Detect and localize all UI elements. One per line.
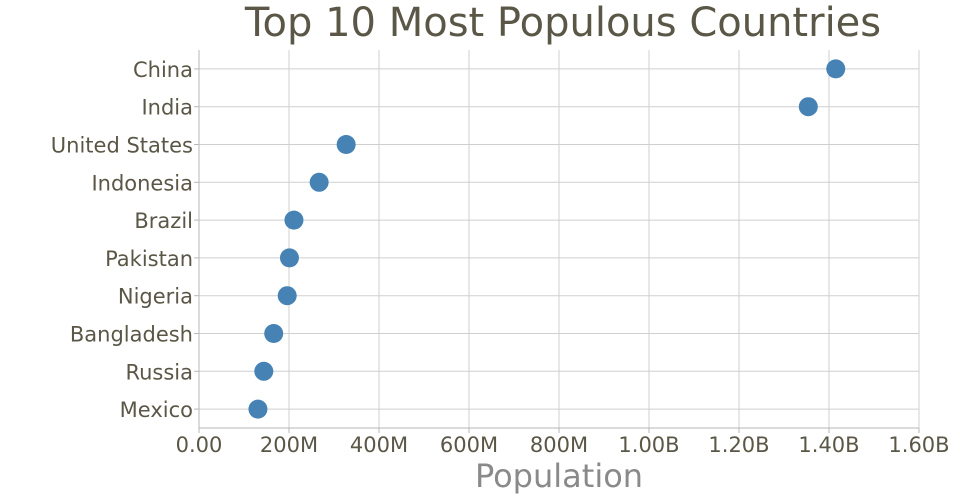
x-tick-label: 600M <box>440 433 498 457</box>
x-tick-label: 1.20B <box>708 433 769 457</box>
data-point <box>336 135 356 154</box>
x-axis-title: Population <box>475 457 643 495</box>
data-point <box>309 172 329 192</box>
y-tick-label: Mexico <box>120 398 193 422</box>
y-tick-label: Bangladesh <box>70 323 193 347</box>
y-tick-label: India <box>141 96 193 120</box>
data-point <box>248 399 268 419</box>
x-tick-label: 1.60B <box>888 433 949 457</box>
y-tick-label: Brazil <box>134 209 193 233</box>
y-tick-labels: China India United States Indonesia Brazil Pa… <box>51 58 193 422</box>
x-tick-label: 1.00B <box>618 433 679 457</box>
axes <box>194 50 920 433</box>
data-point <box>798 97 818 117</box>
y-tick-label: China <box>133 58 193 82</box>
data-points <box>248 59 846 419</box>
y-tick-label: Pakistan <box>105 247 193 271</box>
data-point <box>277 286 297 306</box>
data-point <box>264 324 284 343</box>
y-tick-label: Russia <box>125 360 193 384</box>
data-point <box>254 361 274 381</box>
chart-title: Top 10 Most Populous Countries <box>244 0 881 46</box>
gridlines <box>198 50 920 428</box>
y-tick-label: United States <box>51 134 193 158</box>
x-tick-label: 200M <box>260 433 318 457</box>
data-point <box>279 248 299 268</box>
data-point <box>826 59 846 79</box>
x-tick-label: 1.40B <box>798 433 859 457</box>
y-tick-label: Nigeria <box>118 285 193 309</box>
x-tick-label: 800M <box>530 433 588 457</box>
data-point <box>284 210 304 230</box>
y-tick-label: Indonesia <box>91 171 193 195</box>
x-tick-label: 0.00 <box>176 433 223 457</box>
x-tick-label: 400M <box>350 433 408 457</box>
x-tick-labels: 0.00 200M 400M 600M 800M 1.00B 1.20B 1.40B 1.60B <box>176 433 950 457</box>
